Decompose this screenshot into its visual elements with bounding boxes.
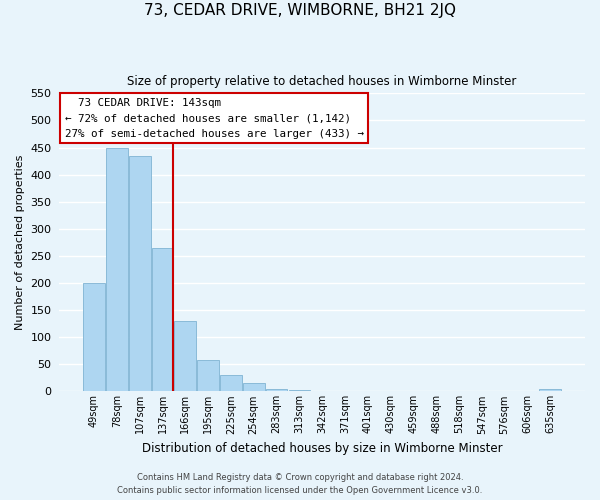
Bar [539,389,561,392]
Bar [152,248,173,392]
Bar [106,148,128,392]
Bar [243,384,265,392]
X-axis label: Distribution of detached houses by size in Wimborne Minster: Distribution of detached houses by size … [142,442,502,455]
Text: 73 CEDAR DRIVE: 143sqm
← 72% of detached houses are smaller (1,142)
27% of semi-: 73 CEDAR DRIVE: 143sqm ← 72% of detached… [65,98,364,139]
Title: Size of property relative to detached houses in Wimborne Minster: Size of property relative to detached ho… [127,75,517,88]
Bar [311,391,333,392]
Bar [83,283,105,392]
Bar [266,388,287,392]
Bar [289,390,310,392]
Bar [175,321,196,392]
Bar [197,360,219,392]
Y-axis label: Number of detached properties: Number of detached properties [15,154,25,330]
Bar [220,375,242,392]
Text: Contains HM Land Registry data © Crown copyright and database right 2024.
Contai: Contains HM Land Registry data © Crown c… [118,474,482,495]
Bar [129,156,151,392]
Text: 73, CEDAR DRIVE, WIMBORNE, BH21 2JQ: 73, CEDAR DRIVE, WIMBORNE, BH21 2JQ [144,2,456,18]
